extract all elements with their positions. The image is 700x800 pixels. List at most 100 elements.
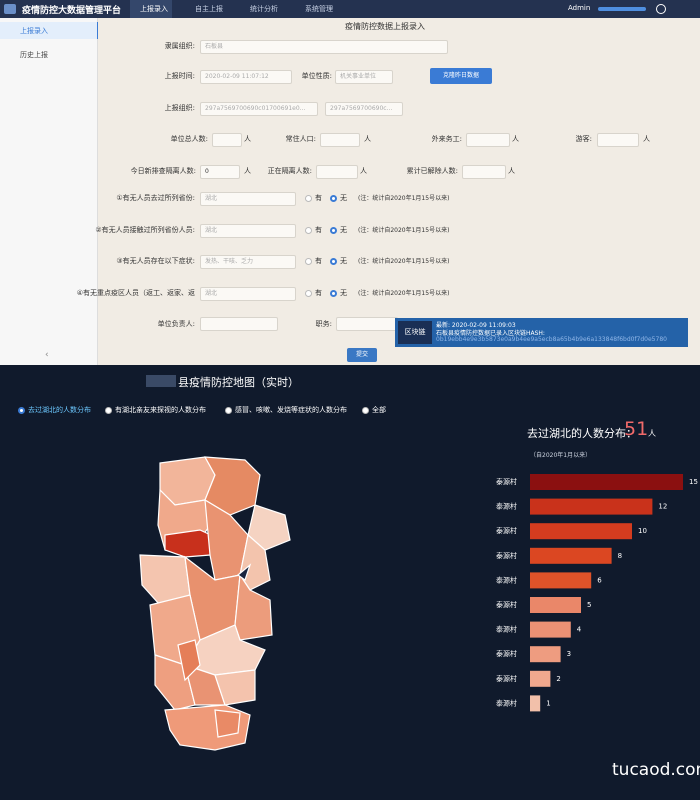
label: 常住人口: xyxy=(285,135,316,143)
bar-value: 4 xyxy=(577,626,582,634)
label: 正在隔离人数: xyxy=(267,167,312,175)
input[interactable] xyxy=(462,165,506,179)
label: ①有无人员去过所列省份: xyxy=(116,194,195,202)
bar-category: 泰源村 xyxy=(496,551,517,560)
filter-label[interactable]: 感冒、咳嗽、发烧等症状的人数分布 xyxy=(235,406,347,414)
radio[interactable] xyxy=(305,226,312,234)
bar-category: 泰源村 xyxy=(496,477,517,486)
nav-item[interactable]: 自主上报 xyxy=(195,5,223,13)
input[interactable]: 湖北 xyxy=(200,287,296,302)
bar xyxy=(530,547,612,564)
radio[interactable] xyxy=(330,290,337,298)
bar xyxy=(530,621,571,638)
bar-value: 8 xyxy=(618,552,622,560)
filter-radio[interactable] xyxy=(225,407,232,414)
blockchain-popup xyxy=(395,318,688,347)
label: 累计已解除人数: xyxy=(406,167,458,175)
select[interactable]: 297a7569700690c01700691e0... xyxy=(200,102,318,116)
filter-radio[interactable] xyxy=(362,407,369,414)
input[interactable] xyxy=(320,133,360,147)
select[interactable]: 297a7569700690c... xyxy=(325,102,403,116)
radio-label: 无 xyxy=(340,257,347,266)
filter-radio[interactable] xyxy=(18,407,25,414)
collapse-icon[interactable]: ‹ xyxy=(45,350,49,360)
input[interactable] xyxy=(212,133,242,147)
sidebar-active xyxy=(0,22,99,39)
note: (注：统计自2020年1月15号以来) xyxy=(358,290,450,298)
input[interactable] xyxy=(200,317,278,331)
label: 上报组织: xyxy=(164,104,195,112)
nav-item[interactable]: 统计分析 xyxy=(250,5,278,13)
select[interactable]: 石板县 xyxy=(200,40,448,54)
input[interactable] xyxy=(336,317,398,331)
label: ④有无重点疫区人员（返工、返家、返 xyxy=(76,289,195,298)
label: 职务: xyxy=(315,320,332,328)
radio-label: 有 xyxy=(315,225,322,234)
blockchain-logo: 区块链 xyxy=(398,321,432,344)
note: (注：统计自2020年1月15号以来) xyxy=(358,258,450,266)
bar-category: 泰源村 xyxy=(496,502,517,511)
sidebar-item[interactable]: 上报录入 xyxy=(20,27,48,35)
unit: 人 xyxy=(508,167,515,175)
radio[interactable] xyxy=(305,195,312,202)
bar-value: 12 xyxy=(658,503,667,511)
bar-category: 泰源村 xyxy=(496,625,517,634)
radio-label: 无 xyxy=(340,194,347,202)
radio-label: 无 xyxy=(340,225,347,234)
nav-item[interactable]: 上报录入 xyxy=(140,5,168,13)
select[interactable]: 机关事业单位 xyxy=(335,70,393,84)
radio[interactable] xyxy=(305,290,312,298)
nav-item[interactable]: 系统管理 xyxy=(305,5,333,13)
input[interactable] xyxy=(316,165,358,179)
label: 单位负责人: xyxy=(157,320,195,328)
filter-label[interactable]: 全部 xyxy=(372,406,386,414)
clone-button[interactable]: 克隆昨日数据 xyxy=(430,68,492,84)
blockchain-hash: 0b19ebb4e9e3b5873e0a9b4ee9a5ecb8a65b4b9e… xyxy=(436,336,667,343)
input[interactable]: 0 xyxy=(200,165,240,179)
logout-icon[interactable] xyxy=(656,4,666,14)
label: 单位性质: xyxy=(301,72,332,80)
input[interactable] xyxy=(466,133,510,147)
radio[interactable] xyxy=(330,195,337,202)
bar xyxy=(530,646,561,663)
bar-category: 泰源村 xyxy=(496,674,517,683)
radio-label: 有 xyxy=(315,194,322,202)
blockchain-message: 石板县疫情防控数据已录入区块链HASH: xyxy=(436,330,545,337)
radio[interactable] xyxy=(330,226,337,234)
radio[interactable] xyxy=(305,258,312,266)
summary-subtitle: （自2020年1月以来） xyxy=(530,452,592,459)
input[interactable]: 湖北 xyxy=(200,223,296,238)
radio[interactable] xyxy=(330,258,337,266)
form-area xyxy=(98,18,700,365)
input[interactable] xyxy=(597,133,639,147)
bar-category: 泰源村 xyxy=(496,575,517,584)
input[interactable]: 湖北 xyxy=(200,192,296,206)
bar-value: 3 xyxy=(567,650,571,658)
note: (注：统计自2020年1月15号以来) xyxy=(358,195,450,202)
filter-label[interactable]: 去过湖北的人数分布 xyxy=(28,406,91,414)
bar-value: 2 xyxy=(556,675,560,683)
filter-label[interactable]: 有湖北亲友来探视的人数分布 xyxy=(115,406,206,414)
form-title: 疫情防控数据上报录入 xyxy=(345,22,425,31)
label: 游客: xyxy=(575,135,592,143)
bar xyxy=(530,572,592,589)
bar-value: 15 xyxy=(689,478,698,486)
submit-button[interactable]: 提交 xyxy=(347,348,377,362)
sidebar-item[interactable]: 历史上报 xyxy=(20,51,48,59)
label: 隶属组织: xyxy=(164,42,195,50)
bar xyxy=(530,597,581,613)
bar xyxy=(530,523,632,540)
dashboard-title: 县疫情防控地图（实时） xyxy=(178,376,299,389)
filter-radio[interactable] xyxy=(105,407,112,414)
unit: 人 xyxy=(360,167,367,175)
label: 上报时间: xyxy=(164,72,195,80)
bar xyxy=(530,695,541,712)
input[interactable]: 发热、干咳、乏力 xyxy=(200,255,296,270)
date-input[interactable]: 2020-02-09 11:07:12 xyxy=(200,70,292,84)
summary-unit: 人 xyxy=(648,429,656,438)
user-name[interactable]: Admin xyxy=(568,4,591,12)
user-blur xyxy=(598,7,646,11)
chart-area: 泰源村 15 泰源村 12 泰源村 10 泰源村 8 泰源村 6 泰源村 5 泰源村 4 泰源村 3 泰源村 2 泰… xyxy=(139,456,698,751)
bar xyxy=(530,670,551,687)
app-title: 疫情防控大数据管理平台 xyxy=(22,6,122,16)
